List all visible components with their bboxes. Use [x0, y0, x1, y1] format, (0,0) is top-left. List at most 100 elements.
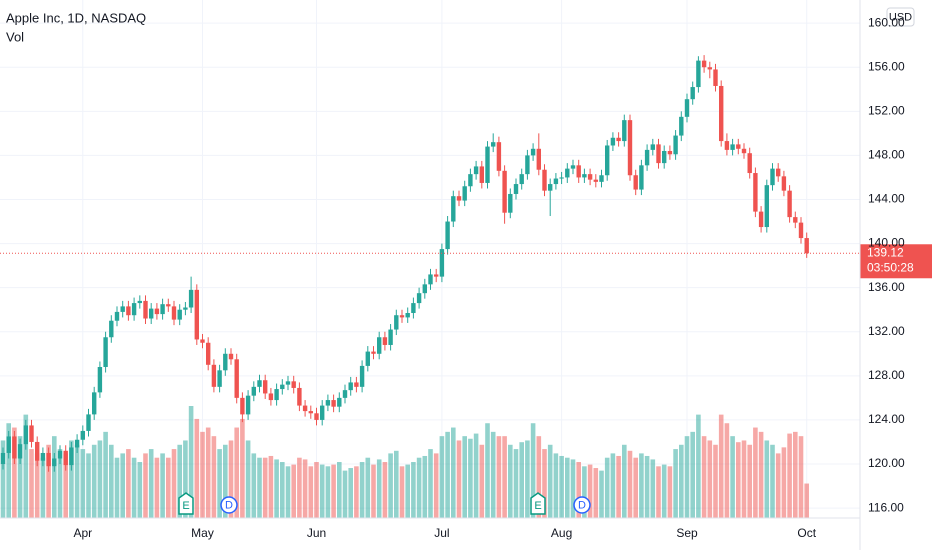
- volume-bar: [582, 466, 587, 518]
- candle-body: [394, 315, 399, 330]
- candle-body: [428, 274, 433, 285]
- volume-bar: [570, 459, 576, 518]
- candle-body: [804, 238, 809, 254]
- volume-bar: [183, 440, 188, 518]
- candle-body: [143, 300, 148, 319]
- candle-body: [285, 381, 291, 385]
- volume-bar: [576, 462, 581, 518]
- volume-bar: [736, 442, 741, 518]
- last-price-badge: [860, 244, 932, 279]
- candle-body: [35, 441, 40, 461]
- chart-title: Apple Inc, 1D, NASDAQ: [6, 10, 146, 25]
- volume-bar: [308, 466, 314, 518]
- candle-body: [616, 137, 621, 142]
- volume-bar: [348, 468, 353, 518]
- event-icon[interactable]: [530, 492, 546, 515]
- candle-body: [793, 217, 798, 223]
- volume-bar: [644, 455, 650, 518]
- volume-bar: [80, 449, 86, 518]
- candle-body: [69, 447, 74, 466]
- volume-bar: [781, 447, 787, 518]
- volume-bar: [758, 431, 764, 518]
- event-label[interactable]: E: [534, 500, 541, 512]
- candle-body: [639, 165, 644, 190]
- volume-bar: [604, 457, 610, 518]
- candle-layer: [0, 55, 809, 472]
- candle-body: [525, 155, 530, 175]
- volume-bar: [456, 440, 462, 518]
- volume-bar: [775, 453, 781, 518]
- candle-body: [382, 337, 388, 345]
- volume-bar: [405, 464, 410, 518]
- event-icon[interactable]: [178, 492, 194, 515]
- candle-body: [724, 141, 730, 150]
- volume-bar: [40, 457, 46, 518]
- volume-bar: [530, 423, 536, 518]
- candle-body: [485, 146, 490, 183]
- candle-body: [576, 165, 581, 178]
- candle-body: [109, 320, 114, 338]
- candle-body: [188, 289, 194, 308]
- candle-body: [234, 359, 239, 398]
- candle-body: [23, 425, 28, 445]
- volume-bar: [240, 418, 245, 518]
- volume-bar: [439, 436, 445, 518]
- candle-body: [166, 304, 171, 307]
- volume-bar: [468, 438, 473, 518]
- volume-bar: [764, 440, 770, 518]
- candle-body: [257, 380, 262, 387]
- currency-label[interactable]: USD: [889, 11, 912, 23]
- candle-body: [758, 211, 764, 228]
- volume-bar: [194, 418, 200, 518]
- event-label[interactable]: D: [225, 499, 233, 511]
- candle-body: [764, 185, 769, 228]
- candle-body: [40, 452, 46, 461]
- candle-body: [605, 145, 610, 176]
- candle-body: [462, 186, 467, 201]
- candle-body: [530, 148, 536, 156]
- candle-body: [120, 306, 125, 312]
- event-label[interactable]: D: [578, 499, 586, 511]
- currency-button[interactable]: [886, 7, 915, 27]
- volume-bar: [718, 414, 724, 518]
- event-icon[interactable]: [573, 496, 591, 514]
- candle-body: [451, 196, 456, 222]
- volume-bar: [205, 427, 211, 518]
- volume-bar: [793, 431, 798, 518]
- candle-body: [371, 351, 376, 354]
- candle-body: [559, 177, 564, 179]
- volume-bar: [496, 436, 502, 518]
- volume-bar: [724, 423, 730, 518]
- volume-bar: [433, 453, 439, 518]
- volume-bar: [627, 450, 633, 518]
- candle-body: [445, 221, 450, 250]
- volume-bar: [502, 436, 507, 518]
- last-price-label: 139.12: [867, 245, 904, 259]
- volume-bar: [114, 457, 120, 518]
- candle-body: [268, 393, 274, 401]
- volume-bar: [445, 431, 450, 518]
- candle-body: [473, 166, 479, 175]
- candle-body: [434, 274, 439, 277]
- candle-body: [0, 452, 6, 464]
- volume-bar: [479, 444, 485, 518]
- volume-bar: [770, 444, 775, 518]
- volume-bar: [399, 466, 405, 518]
- candle-body: [713, 69, 718, 86]
- volume-bar: [103, 431, 108, 518]
- candle-body: [57, 450, 63, 459]
- volume-bar: [787, 433, 792, 518]
- y-tick-label: 140.00: [868, 236, 905, 250]
- volume-bar: [684, 436, 690, 518]
- volume-bar: [97, 440, 103, 518]
- x-tick-label: Oct: [797, 526, 816, 540]
- volume-bar: [211, 436, 217, 518]
- candle-body: [291, 381, 296, 388]
- candle-body: [263, 380, 268, 394]
- volume-bar: [126, 449, 131, 518]
- event-label[interactable]: E: [182, 500, 189, 512]
- candle-body: [308, 411, 313, 414]
- event-icon[interactable]: [220, 496, 238, 514]
- y-tick-label: 152.00: [868, 103, 905, 117]
